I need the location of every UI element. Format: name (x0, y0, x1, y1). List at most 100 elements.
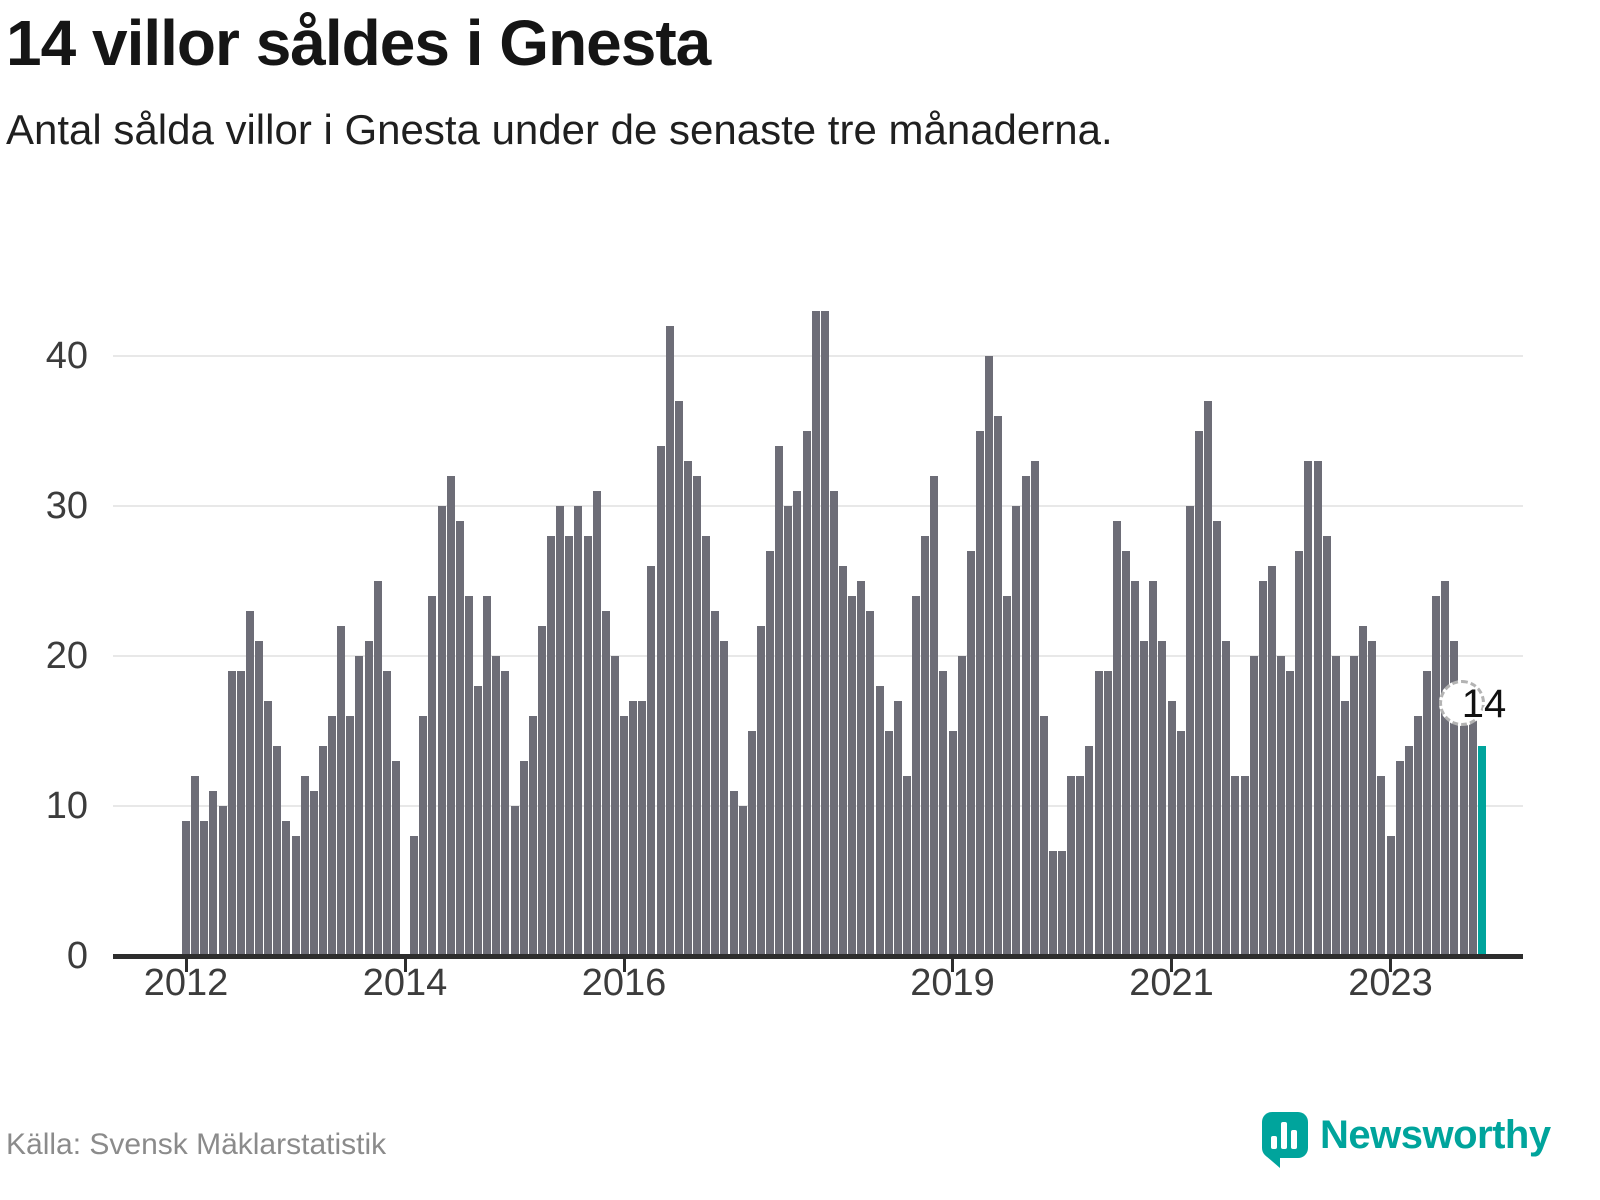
bar (547, 536, 555, 956)
bar (1249, 656, 1258, 956)
bar (1149, 581, 1158, 956)
bar (1076, 776, 1085, 956)
bar (1176, 731, 1185, 956)
bar (1413, 716, 1422, 956)
annotation-circle (1438, 680, 1485, 726)
x-axis-line (113, 954, 1523, 959)
bar (747, 731, 756, 956)
bar (966, 551, 975, 956)
x-axis-label: 2019 (910, 962, 995, 1004)
bar (391, 761, 400, 956)
bar (1313, 461, 1322, 956)
bar (820, 311, 829, 956)
bar (419, 716, 428, 956)
bar (537, 626, 546, 956)
bar (1368, 641, 1377, 956)
bar (729, 791, 738, 956)
bar (1185, 506, 1194, 956)
bar (720, 641, 729, 956)
bar (884, 731, 893, 956)
y-axis-label: 10 (45, 785, 88, 827)
bar (455, 521, 464, 956)
bar (328, 716, 336, 956)
bar (1459, 686, 1468, 956)
x-axis-tick (403, 959, 407, 972)
newsworthy-wordmark: Newsworthy (1320, 1112, 1551, 1157)
newsworthy-logo: Newsworthy (1262, 1112, 1551, 1168)
bar (474, 686, 482, 956)
bar (1121, 551, 1130, 956)
bar (492, 656, 501, 956)
highlighted-bar (1477, 746, 1486, 956)
bar (921, 536, 930, 956)
bar (282, 821, 291, 956)
bar (1304, 461, 1313, 956)
x-axis-label: 2021 (1129, 962, 1214, 1004)
bar (1167, 701, 1176, 956)
annotation-value: 14 (1461, 682, 1507, 726)
bar (1021, 476, 1030, 956)
bar (1277, 656, 1285, 956)
bar (501, 671, 510, 956)
bar (1204, 401, 1212, 956)
bar (318, 746, 327, 956)
bar (683, 461, 692, 956)
bar (373, 581, 382, 956)
bar (1085, 746, 1094, 956)
bar (428, 596, 437, 956)
chart-title: 14 villor såldes i Gnesta (6, 7, 711, 79)
bar (1441, 581, 1450, 956)
bar (1039, 716, 1048, 956)
bar (1423, 671, 1431, 956)
x-axis-label: 2014 (362, 962, 448, 1004)
bar (1231, 776, 1240, 956)
bar (629, 701, 638, 956)
bar (1048, 851, 1057, 956)
bar (227, 671, 236, 956)
bar (592, 491, 601, 956)
bar (382, 671, 391, 956)
bar (811, 311, 820, 956)
bar (601, 611, 610, 956)
bar (711, 611, 720, 956)
bar (300, 776, 309, 956)
bar (1103, 671, 1112, 956)
bar (1359, 626, 1368, 956)
bar (1240, 776, 1249, 956)
bar (1094, 671, 1103, 956)
bar (291, 836, 300, 956)
bar (620, 716, 628, 956)
y-axis-label: 30 (45, 485, 88, 527)
bar (1432, 596, 1441, 956)
bar (1030, 461, 1039, 956)
bar (994, 416, 1003, 956)
bar (1386, 836, 1395, 956)
bar (1003, 596, 1012, 956)
bar (839, 566, 847, 956)
bar (693, 476, 701, 956)
bar (1258, 581, 1267, 956)
bar (1058, 851, 1066, 956)
bar (1286, 671, 1295, 956)
bar (1404, 746, 1413, 956)
x-axis-tick (622, 959, 626, 972)
bar (1395, 761, 1404, 956)
bar (245, 611, 254, 956)
bar (437, 506, 446, 956)
bar (875, 686, 884, 956)
bar (948, 731, 957, 956)
x-axis-tick (951, 959, 954, 972)
bar (1450, 641, 1459, 956)
bar (519, 761, 528, 956)
bar (410, 836, 419, 956)
bar (893, 701, 902, 956)
bar (565, 536, 574, 956)
x-axis-tick (184, 959, 188, 972)
bar (255, 641, 263, 956)
bar (610, 656, 619, 956)
bar (1350, 656, 1358, 956)
newsworthy-bar-chart-icon (1262, 1112, 1308, 1168)
bar (346, 716, 355, 956)
bar (191, 776, 200, 956)
